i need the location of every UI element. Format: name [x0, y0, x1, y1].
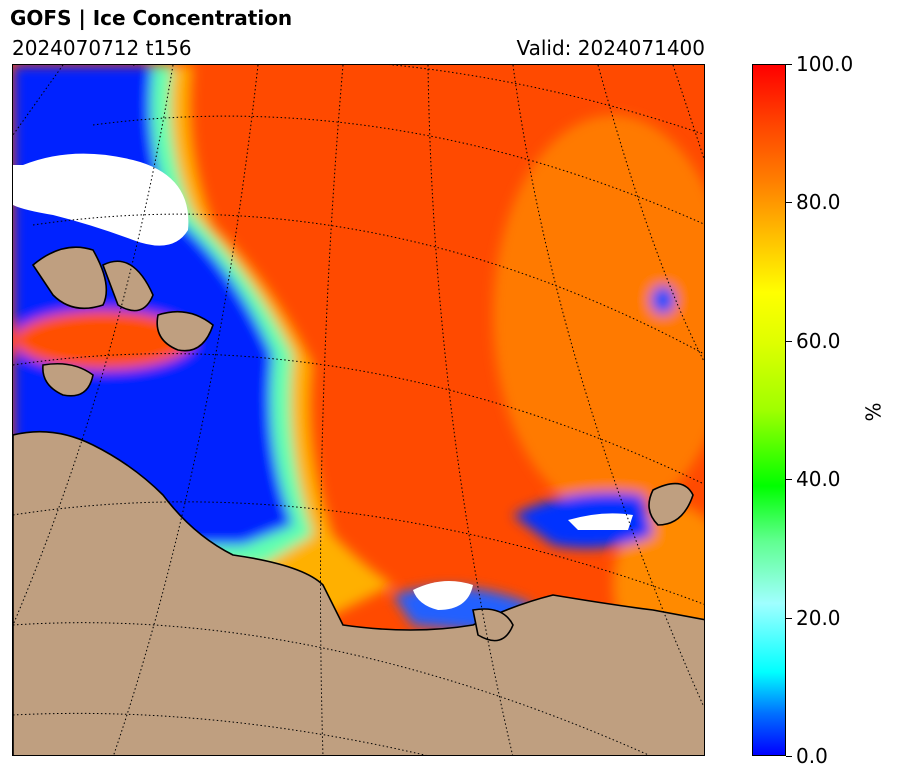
colorbar-tick-label: 40.0: [796, 467, 841, 492]
colorbar-tick-label: 0.0: [796, 744, 828, 768]
map-canvas: [13, 65, 704, 755]
graticule: [13, 65, 704, 755]
colorbar-tick-label: 20.0: [796, 605, 841, 630]
colorbar-tick: [786, 479, 792, 481]
colorbar-tick-label: 100.0: [796, 52, 854, 76]
colorbar-tick: [786, 756, 792, 757]
colorbar-tick: [786, 617, 792, 619]
figure-title: GOFS | Ice Concentration: [10, 6, 293, 30]
colorbar-tick-label: 60.0: [796, 328, 841, 353]
init-time-label: 2024070712 t156: [12, 36, 192, 60]
colorbar-unit-label: %: [861, 402, 886, 422]
colorbar-tick: [786, 64, 792, 65]
colorbar-tick-label: 80.0: [796, 190, 841, 215]
no-data-regions: [13, 153, 633, 610]
colorbar-tick: [786, 340, 792, 342]
valid-time-label: Valid: 2024071400: [516, 36, 705, 60]
ice-gradient-regions: [13, 65, 704, 665]
colorbar: [752, 64, 786, 756]
land: [13, 246, 704, 755]
colorbar-tick: [786, 202, 792, 204]
ice-concentration-map: [12, 64, 705, 756]
